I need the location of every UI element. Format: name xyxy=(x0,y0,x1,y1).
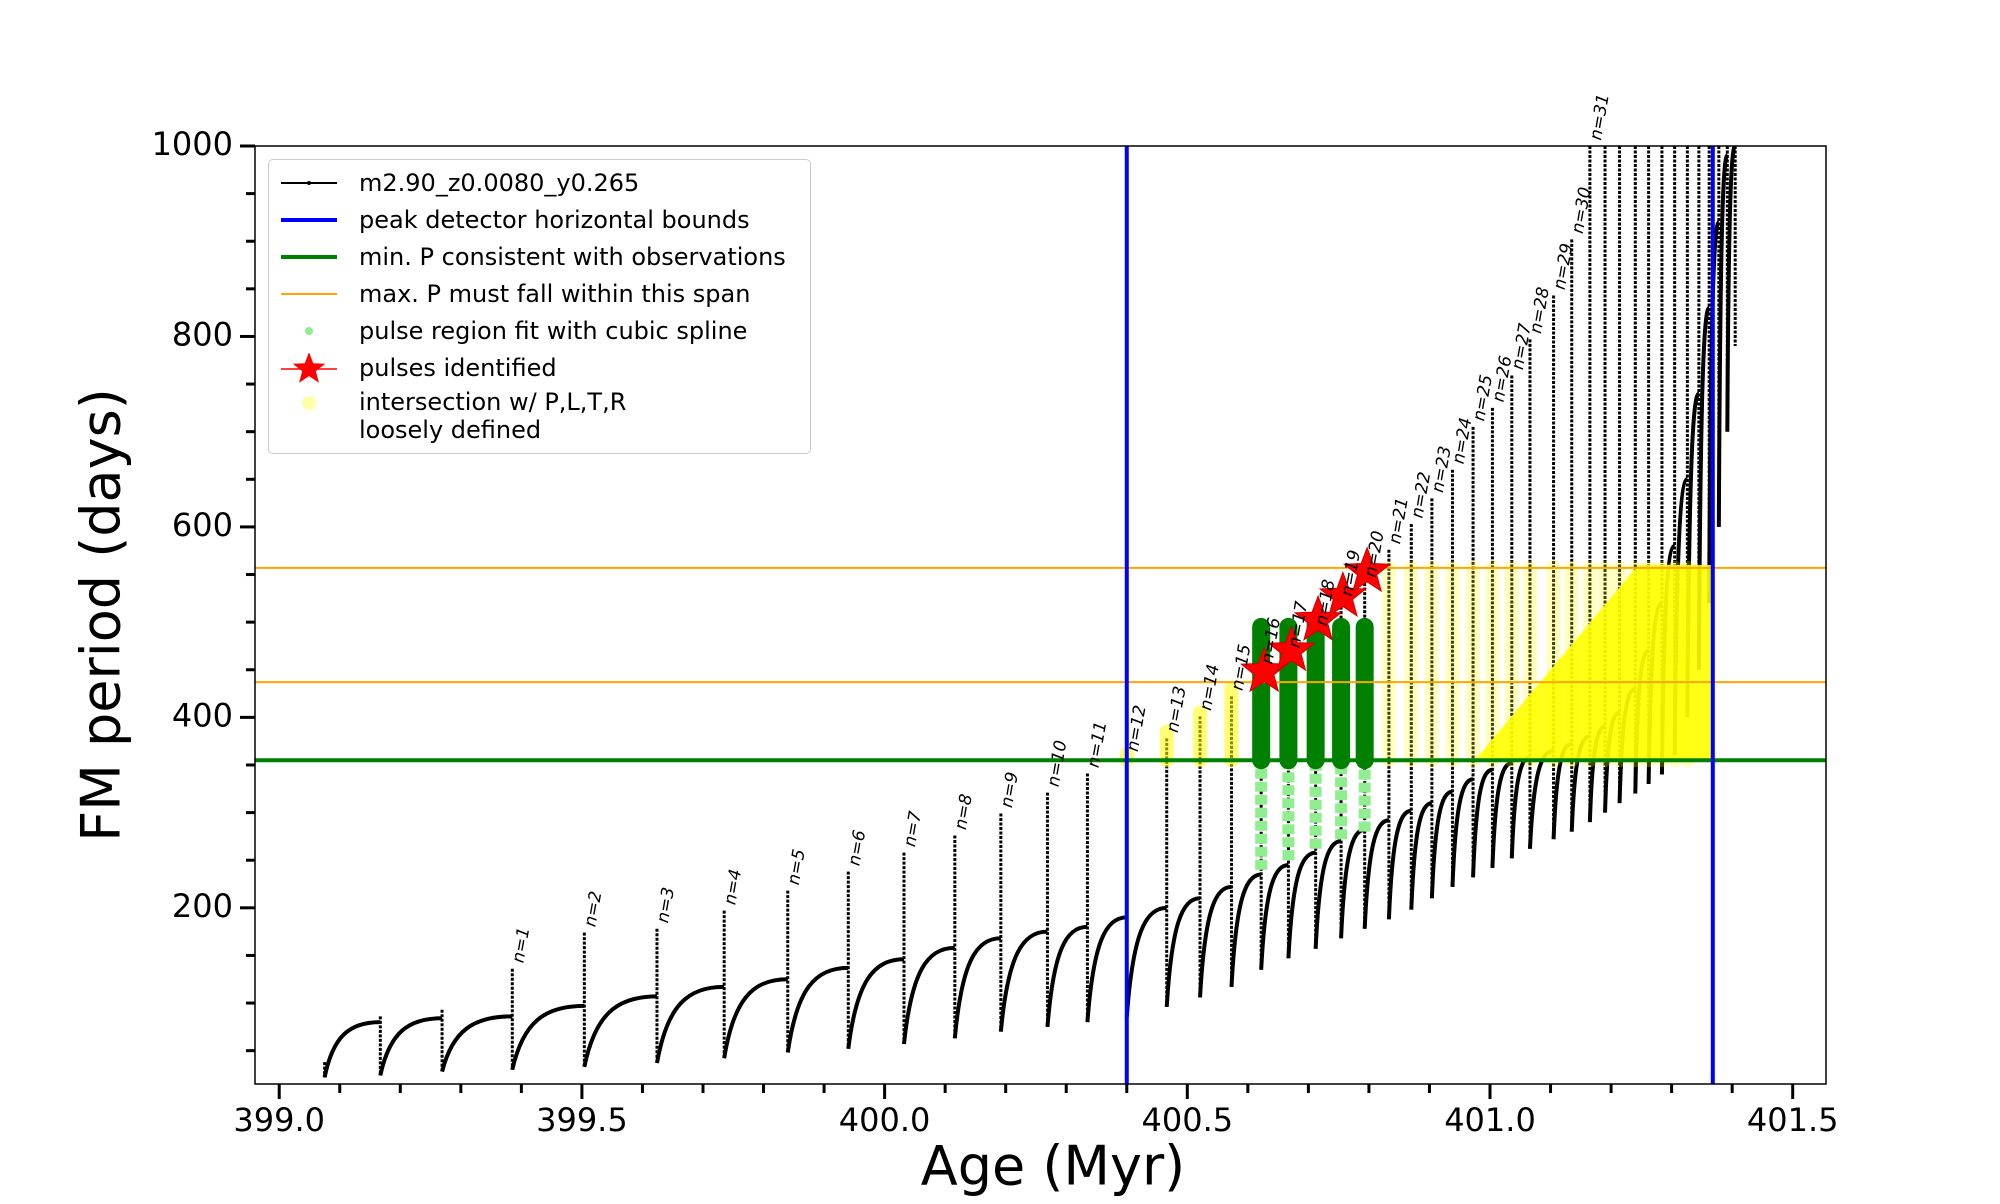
pulse-rise xyxy=(1339,827,1366,939)
legend-label: intersection w/ P,L,T,R loosely defined xyxy=(359,388,627,444)
pulse-rise xyxy=(1229,872,1262,987)
pulse-rise xyxy=(1045,924,1088,1028)
legend-label: pulses identified xyxy=(359,353,557,382)
pulse-rise xyxy=(1313,839,1342,949)
pulse-rise xyxy=(1509,755,1531,859)
loose-region xyxy=(1474,565,1715,761)
legend-item: peak detector horizontal bounds xyxy=(279,201,800,238)
legend-symbol xyxy=(281,180,337,185)
legend-item: pulse region fit with cubic spline xyxy=(279,312,800,349)
legend-item: pulses identified xyxy=(279,349,800,386)
pulse-rise xyxy=(901,945,955,1045)
pulse-label: n=3 xyxy=(653,886,679,925)
legend-label: min. P consistent with observations xyxy=(359,242,786,271)
legend-label: max. P must fall within this span xyxy=(359,279,751,308)
pulse-rise xyxy=(1409,801,1433,910)
legend-symbol xyxy=(281,292,337,295)
pulse-rise xyxy=(440,1014,513,1073)
pulse-rise xyxy=(510,1003,585,1071)
pulse-rise xyxy=(1450,777,1474,887)
legend-label: peak detector horizontal bounds xyxy=(359,205,750,234)
pulse-label: n=1 xyxy=(508,926,534,965)
x-axis-label: Age (Myr) xyxy=(921,1135,1186,1198)
pulse-label: n=8 xyxy=(951,792,977,831)
pulse-rise xyxy=(1198,884,1232,998)
pulse-label: n=6 xyxy=(844,828,870,867)
pulse-rise xyxy=(1429,789,1453,899)
pulse-rise xyxy=(1259,862,1289,970)
pulse-rise xyxy=(378,1016,443,1076)
pulse-label: n=21 xyxy=(1385,496,1413,545)
x-tick-label: 399.0 xyxy=(233,1101,325,1139)
pulse-rise xyxy=(1362,818,1390,929)
pulse-rise xyxy=(582,994,657,1068)
pulse-rise xyxy=(1725,146,1738,432)
plot-area xyxy=(255,146,1826,1084)
y-tick-label: 800 xyxy=(172,315,233,353)
pulse-rise xyxy=(722,977,788,1059)
pulse-label: n=30 xyxy=(1568,186,1596,235)
x-tick-label: 401.5 xyxy=(1747,1101,1839,1139)
legend-item: m2.90_z0.0080_y0.265 xyxy=(279,164,800,201)
pulse-rise xyxy=(1471,767,1493,878)
y-axis-label: FM period (days) xyxy=(70,388,133,842)
pulse-rise xyxy=(952,936,1001,1039)
plot-frame xyxy=(254,145,1827,1085)
pulse-rise xyxy=(655,984,725,1064)
pulse-label: n=15 xyxy=(1228,643,1256,692)
pulse-label: n=29 xyxy=(1550,242,1578,291)
pulse-label: n=28 xyxy=(1526,285,1554,335)
pulse-star xyxy=(1293,594,1343,641)
pulse-label: n=4 xyxy=(720,868,746,907)
pulse-rise xyxy=(998,929,1048,1032)
legend-item: min. P consistent with observations xyxy=(279,238,800,275)
pulse-label: n=13 xyxy=(1163,685,1191,734)
pulse-rise xyxy=(1164,896,1201,1007)
pulse-rise xyxy=(322,1020,381,1078)
x-tick-label: 401.0 xyxy=(1444,1101,1536,1139)
pulse-rise xyxy=(1490,761,1513,868)
pulse-label: n=2 xyxy=(580,890,606,929)
pulse-rise xyxy=(1124,905,1167,1018)
legend-symbol xyxy=(281,254,337,259)
y-tick-label: 400 xyxy=(172,696,233,734)
pulse-rise xyxy=(846,957,905,1050)
pulse-label: n=31 xyxy=(1586,92,1614,141)
pulse-label: n=9 xyxy=(997,771,1023,810)
legend-symbol xyxy=(281,217,337,222)
pulse-rise xyxy=(1716,153,1730,527)
y-tick-label: 1000 xyxy=(152,125,233,163)
pulse-rise xyxy=(785,965,849,1053)
legend-item: max. P must fall within this span xyxy=(279,275,800,312)
legend-item: intersection w/ P,L,T,R loosely defined xyxy=(279,386,800,456)
x-tick-label: 399.5 xyxy=(536,1101,628,1139)
y-tick-label: 200 xyxy=(172,887,233,925)
legend-label: pulse region fit with cubic spline xyxy=(359,316,748,345)
pulse-star xyxy=(1267,625,1316,672)
pulse-label: n=24 xyxy=(1449,416,1477,465)
pulse-label: n=10 xyxy=(1044,739,1072,788)
legend-symbol xyxy=(281,352,337,383)
legend-label: m2.90_z0.0080_y0.265 xyxy=(359,168,640,197)
pulse-rise xyxy=(1286,850,1316,959)
pulse-label: n=7 xyxy=(900,809,926,848)
x-tick-label: 400.5 xyxy=(1142,1101,1234,1139)
pulse-rise xyxy=(1085,915,1127,1023)
legend-symbol xyxy=(305,326,313,335)
pulse-star xyxy=(1318,570,1368,617)
pulse-label: n=14 xyxy=(1196,663,1224,712)
pulse-rise xyxy=(1386,808,1412,920)
pulse-star xyxy=(1342,546,1392,593)
pulse-label: n=5 xyxy=(784,848,810,887)
x-tick-label: 400.0 xyxy=(839,1101,931,1139)
y-tick-label: 600 xyxy=(172,506,233,544)
legend-symbol xyxy=(302,396,316,410)
